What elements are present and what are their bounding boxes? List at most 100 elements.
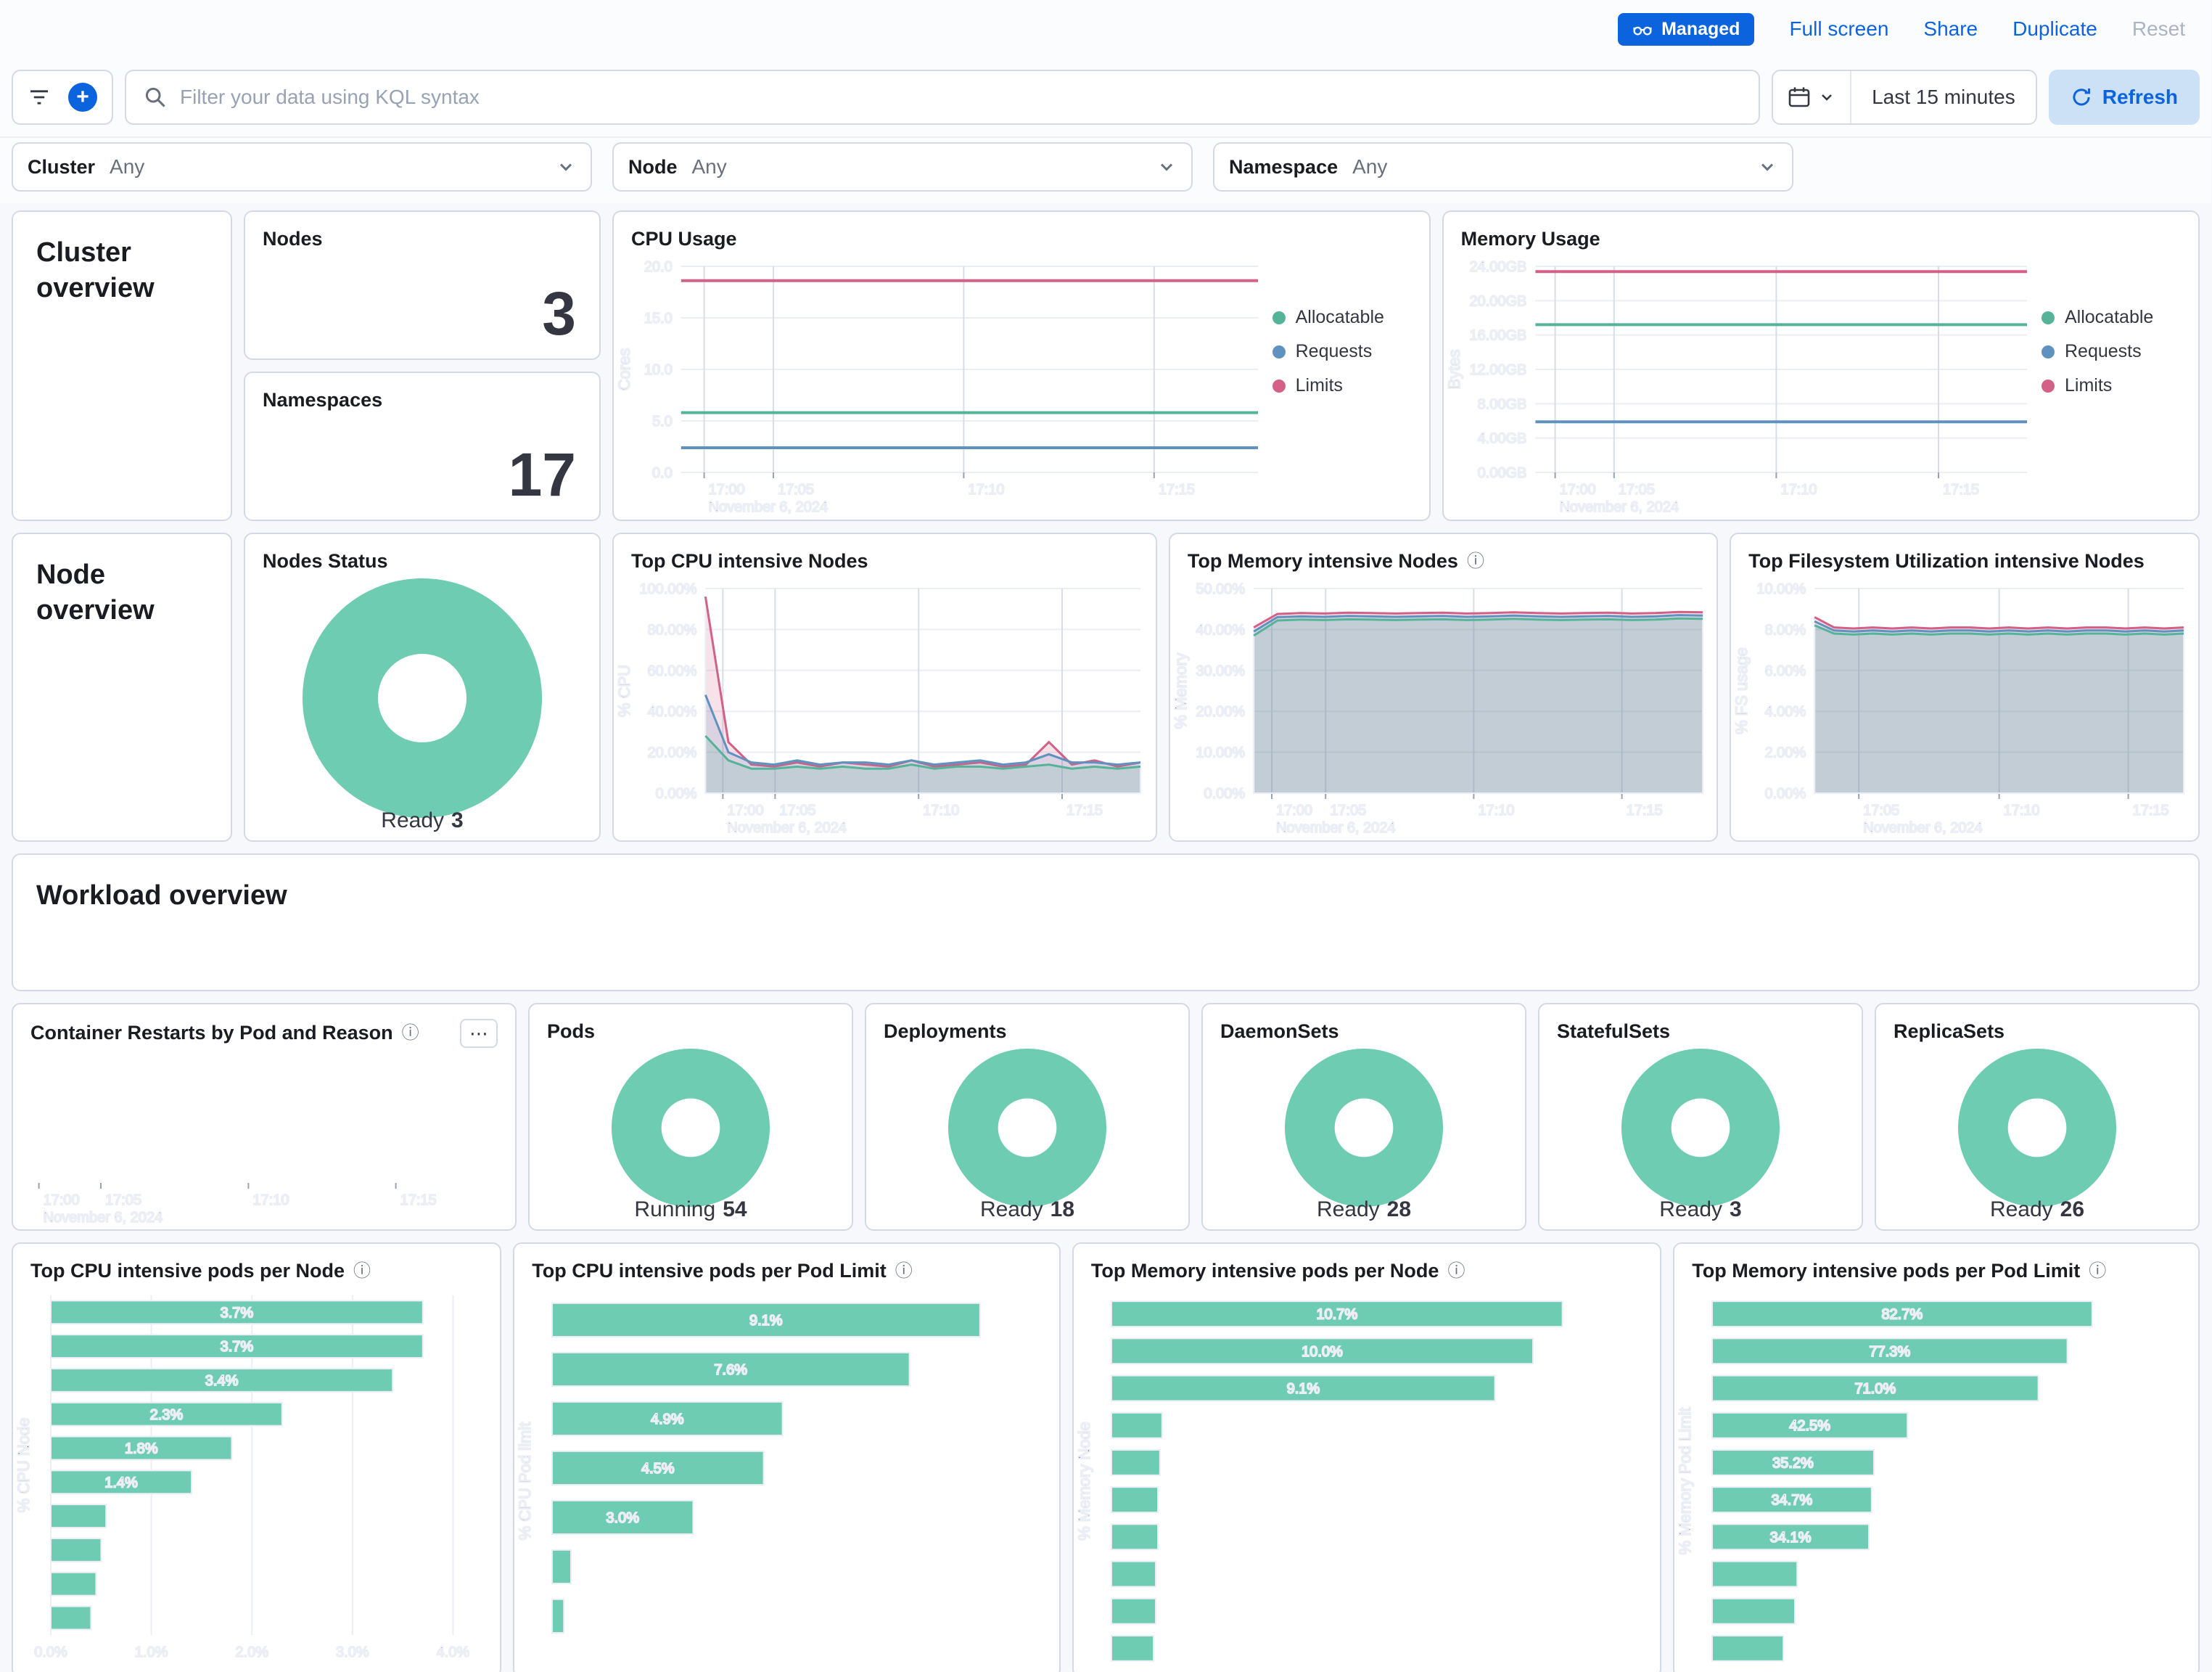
- top-memory-nodes-panel: Top Memory intensive Nodes ⓘ % Memory 50.0…: [1168, 533, 1719, 842]
- node-filter[interactable]: Node Any: [612, 142, 1193, 192]
- add-filter-button[interactable]: +: [68, 83, 97, 112]
- svg-text:9.1%: 9.1%: [749, 1313, 783, 1329]
- top-cpu-pods-per-limit-panel: Top CPU intensive pods per Pod Limit ⓘ % …: [513, 1242, 1061, 1672]
- svg-text:12.00GB: 12.00GB: [1469, 362, 1526, 378]
- top-fs-nodes-chart[interactable]: % FS usage 10.00% 8.00% 6.00% 4.00% 2.00% 0.00…: [1731, 577, 2198, 840]
- plus-icon: +: [68, 83, 97, 112]
- legend-item[interactable]: Limits: [1272, 375, 1429, 396]
- legend-label: Allocatable: [2065, 307, 2154, 328]
- info-icon[interactable]: ⓘ: [2089, 1261, 2107, 1281]
- top-memory-pods-per-limit-chart[interactable]: % Memory Pod Limit 82.7% 77.3% 71.0% 42.5% 35…: [1674, 1287, 2198, 1672]
- pods-donut[interactable]: [530, 1047, 852, 1229]
- cpu-usage-chart[interactable]: Cores 20.0 15.0 10.0 5.0 0.0 17:00 November 6, …: [614, 255, 1272, 520]
- svg-text:10.7%: 10.7%: [1316, 1307, 1357, 1323]
- top-memory-nodes-chart[interactable]: % Memory 50.00% 40.00% 30.00% 20.00% 10.00% 0.…: [1170, 577, 1716, 840]
- svg-text:20.00%: 20.00%: [1196, 704, 1245, 720]
- refresh-button[interactable]: Refresh: [2048, 70, 2200, 125]
- panel-title: DaemonSets: [1220, 1020, 1339, 1042]
- time-range-label[interactable]: Last 15 minutes: [1872, 86, 2015, 108]
- top-memory-pods-per-limit-panel: Top Memory intensive pods per Pod Limit ⓘ…: [1673, 1242, 2200, 1672]
- panel-options-button[interactable]: ⋯: [460, 1019, 498, 1048]
- top-cpu-nodes-chart[interactable]: % CPU 100.00% 80.00% 60.00% 40.00% 20.00% 0.00…: [614, 577, 1156, 840]
- svg-text:November 6, 2024: November 6, 2024: [727, 820, 847, 836]
- svg-text:4.00%: 4.00%: [1765, 704, 1806, 720]
- info-icon[interactable]: ⓘ: [895, 1261, 913, 1281]
- share-button[interactable]: Share: [1923, 17, 1978, 40]
- nodes-status-donut[interactable]: [245, 577, 599, 840]
- reset-button[interactable]: Reset: [2131, 17, 2185, 40]
- svg-text:November 6, 2024: November 6, 2024: [44, 1210, 163, 1226]
- date-picker-button[interactable]: [1773, 71, 1852, 123]
- managed-badge[interactable]: Managed: [1618, 12, 1755, 46]
- filter-menu-button[interactable]: [28, 86, 51, 109]
- svg-text:17:05: 17:05: [1618, 482, 1654, 498]
- svg-text:3.0%: 3.0%: [607, 1510, 640, 1526]
- legend-item[interactable]: Requests: [1272, 341, 1429, 362]
- svg-text:November 6, 2024: November 6, 2024: [1276, 820, 1396, 836]
- replicasets-donut[interactable]: [1876, 1047, 2198, 1229]
- panel-title: ReplicaSets: [1894, 1020, 2005, 1042]
- svg-text:4.00GB: 4.00GB: [1477, 431, 1526, 447]
- svg-text:3.4%: 3.4%: [205, 1373, 239, 1389]
- legend-item[interactable]: Allocatable: [1272, 307, 1429, 328]
- filter-label: Cluster: [28, 155, 96, 178]
- svg-text:17:05: 17:05: [779, 803, 815, 819]
- legend-item[interactable]: Allocatable: [2042, 307, 2198, 328]
- panel-title: StatefulSets: [1557, 1020, 1671, 1042]
- svg-text:17:00: 17:00: [709, 482, 745, 498]
- duplicate-button[interactable]: Duplicate: [2012, 17, 2097, 40]
- panel-title: CPU Usage: [631, 228, 737, 250]
- svg-text:17:10: 17:10: [1478, 803, 1514, 819]
- svg-text:40.00%: 40.00%: [648, 704, 697, 720]
- cluster-overview-title: Cluster overview: [36, 237, 155, 304]
- namespaces-stat-panel: Namespaces 17: [244, 372, 601, 521]
- info-icon[interactable]: ⓘ: [1466, 551, 1484, 571]
- panel-title: Container Restarts by Pod and Reason: [30, 1022, 393, 1044]
- daemonsets-donut[interactable]: [1203, 1047, 1525, 1229]
- svg-text:Cores: Cores: [615, 348, 633, 391]
- top-memory-pods-per-node-chart[interactable]: % Memory Node 10.7% 10.0% 9.1%: [1074, 1287, 1660, 1672]
- filter-icon: [30, 90, 48, 104]
- svg-text:17:05: 17:05: [105, 1192, 141, 1208]
- svg-text:Bytes: Bytes: [1445, 350, 1463, 390]
- svg-text:77.3%: 77.3%: [1870, 1344, 1911, 1360]
- legend-item[interactable]: Limits: [2042, 375, 2198, 396]
- kql-search[interactable]: [125, 70, 1761, 125]
- panel-title: Deployments: [884, 1020, 1007, 1042]
- svg-text:1.4%: 1.4%: [104, 1475, 138, 1491]
- cluster-filter[interactable]: Cluster Any: [12, 142, 592, 192]
- kql-search-input[interactable]: [180, 86, 1742, 109]
- nodes-stat-panel: Nodes 3: [244, 210, 601, 360]
- legend-item[interactable]: Requests: [2042, 341, 2198, 362]
- top-cpu-pods-per-node-panel: Top CPU intensive pods per Node ⓘ % CPU N…: [12, 1242, 502, 1672]
- memory-usage-panel: Memory Usage Bytes 24.00GB 20.00GB 16.00GB 1…: [1442, 210, 2200, 521]
- svg-text:17:00: 17:00: [1559, 482, 1595, 498]
- memory-usage-chart[interactable]: Bytes 24.00GB 20.00GB 16.00GB 12.00GB 8.00GB 4…: [1444, 255, 2042, 520]
- chevron-down-icon: [559, 163, 572, 171]
- svg-text:20.0: 20.0: [644, 259, 673, 275]
- top-memory-pods-per-node-panel: Top Memory intensive pods per Node ⓘ % Me…: [1072, 1242, 1662, 1672]
- top-cpu-pods-per-node-chart[interactable]: % CPU Node 0.0% 1.0% 2.0% 3.0% 4.0% 3.7% 3.7% 3.…: [13, 1287, 500, 1672]
- full-screen-button[interactable]: Full screen: [1789, 17, 1889, 40]
- svg-text:3.7%: 3.7%: [221, 1305, 254, 1321]
- svg-text:November 6, 2024: November 6, 2024: [709, 499, 829, 515]
- filter-label: Namespace: [1229, 155, 1339, 178]
- info-icon[interactable]: ⓘ: [1447, 1261, 1465, 1281]
- svg-text:34.7%: 34.7%: [1772, 1493, 1813, 1509]
- svg-text:% CPU Node: % CPU Node: [15, 1418, 33, 1513]
- container-restarts-chart[interactable]: 17:00 November 6, 2024 17:05 17:10 17:15: [13, 1051, 515, 1229]
- svg-text:42.5%: 42.5%: [1789, 1418, 1830, 1434]
- namespace-filter[interactable]: Namespace Any: [1213, 142, 1793, 192]
- date-picker-group: Last 15 minutes: [1772, 70, 2037, 125]
- statefulsets-donut[interactable]: [1539, 1047, 1862, 1229]
- info-icon[interactable]: ⓘ: [353, 1261, 371, 1281]
- info-icon[interactable]: ⓘ: [401, 1023, 419, 1044]
- top-cpu-pods-per-limit-chart[interactable]: % CPU Pod limit 9.1% 7.6% 4.9% 4.5% 3.0%: [514, 1287, 1059, 1672]
- container-restarts-panel: Container Restarts by Pod and Reason ⓘ ⋯…: [12, 1003, 517, 1231]
- svg-text:17:00: 17:00: [727, 803, 763, 819]
- panel-title: Top Filesystem Utilization intensive Nod…: [1748, 550, 2145, 572]
- svg-text:0.0%: 0.0%: [34, 1644, 67, 1660]
- deployments-donut[interactable]: [866, 1047, 1188, 1229]
- cluster-overview-panel: Cluster overview: [12, 210, 232, 521]
- svg-text:17:00: 17:00: [1276, 803, 1312, 819]
